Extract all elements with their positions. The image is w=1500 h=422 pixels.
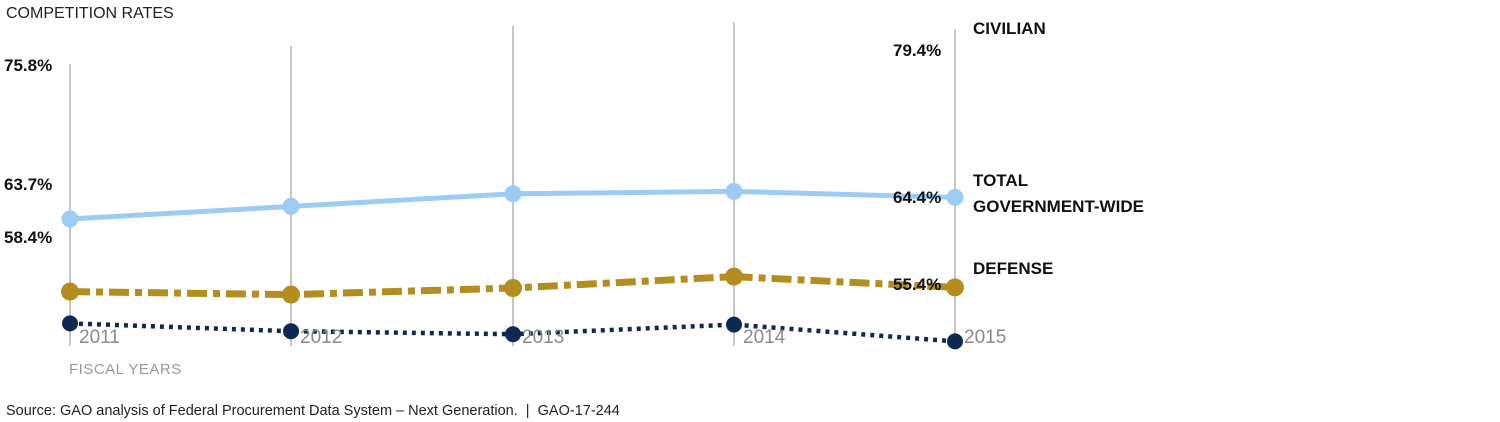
series-defense: 58.4% 55.4% DEFENSE [4, 228, 1053, 350]
year-gridlines [69, 22, 956, 346]
x-axis-title: FISCAL YEARS [69, 361, 182, 378]
series-total-government-wide: 63.7% 64.4% TOTAL GOVERNMENT-WIDE [4, 171, 1144, 304]
point-defense-2011 [62, 315, 78, 332]
series-name-label-defense: DEFENSE [973, 259, 1053, 278]
start-value-label-defense: 58.4% [4, 228, 52, 247]
start-value-label-civilian: 75.8% [4, 56, 52, 75]
series-name-label-civilian: CIVILIAN [973, 19, 1046, 38]
point-total-government-wide-2015 [946, 278, 964, 297]
series-layer: 75.8% 79.4% CIVILIAN 63.7% 64.4% TOTAL GOVERNM… [4, 19, 1144, 350]
x-axis-ticks: 2011 2012 2013 2014 2015 [79, 327, 1006, 348]
x-tick-label-2015: 2015 [964, 327, 1006, 348]
x-tick-label-2012: 2012 [300, 327, 342, 348]
point-total-government-wide-2011 [61, 282, 79, 301]
point-civilian-2011 [61, 210, 79, 228]
point-civilian-2012 [282, 197, 300, 215]
series-name-label-total-government-wide: GOVERNMENT-WIDE [973, 197, 1144, 216]
start-value-label-total-government-wide: 63.7% [4, 175, 52, 194]
point-total-government-wide-2014 [725, 267, 743, 286]
point-defense-2012 [283, 323, 299, 340]
x-tick-label-2011: 2011 [79, 327, 120, 348]
series-civilian: 75.8% 79.4% CIVILIAN [4, 19, 1046, 228]
x-tick-label-2014: 2014 [743, 327, 786, 348]
point-civilian-2015 [946, 188, 964, 206]
end-value-label-defense: 55.4% [893, 275, 941, 294]
source-note: Source: GAO analysis of Federal Procurem… [6, 403, 620, 419]
y-axis-title: COMPETITION RATES [6, 5, 174, 22]
point-defense-2014 [726, 316, 742, 333]
point-total-government-wide-2012 [282, 285, 300, 304]
series-name-label-total-government-wide: TOTAL [973, 171, 1028, 190]
point-total-government-wide-2013 [504, 279, 522, 297]
point-defense-2013 [505, 326, 521, 343]
point-defense-2015 [947, 333, 963, 350]
end-value-label-total-government-wide: 64.4% [893, 188, 941, 207]
point-civilian-2013 [504, 185, 522, 203]
end-value-label-civilian: 79.4% [893, 41, 941, 60]
point-civilian-2014 [725, 182, 743, 200]
x-tick-label-2013: 2013 [522, 327, 564, 348]
